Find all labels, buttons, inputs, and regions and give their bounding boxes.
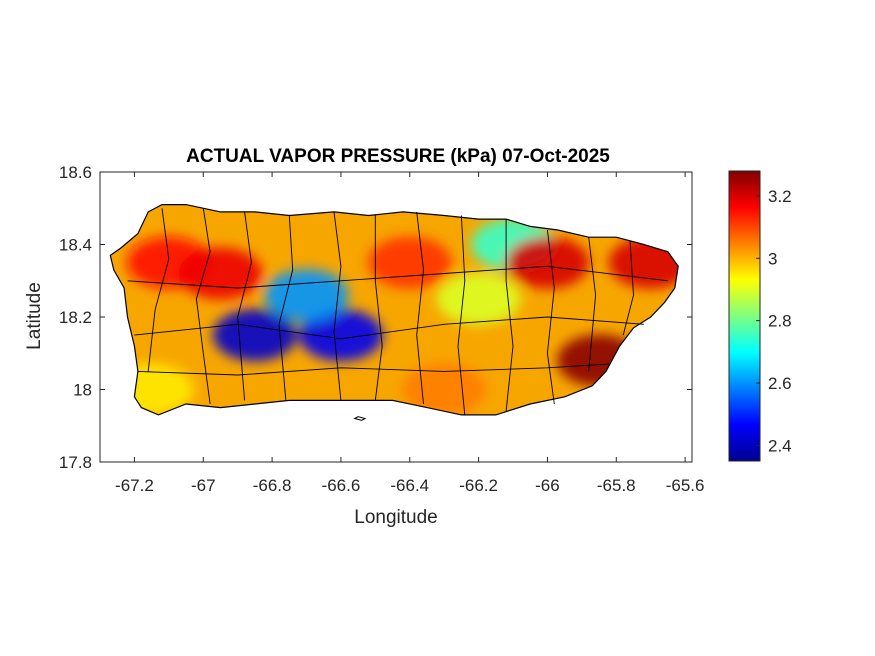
field-region-4 [264, 269, 349, 322]
field-region-1 [178, 247, 263, 300]
y-axis-title: Latitude [24, 282, 45, 350]
x-tick-label: -67 [191, 476, 216, 495]
municipality-boundary-0 [147, 208, 170, 372]
x-tick-label: -66 [535, 476, 560, 495]
field-region-7 [505, 236, 590, 289]
municipality-boundary-1 [195, 208, 211, 405]
y-tick-label: 18 [73, 381, 92, 400]
colorbar [728, 170, 761, 462]
municipality-boundary-9 [546, 229, 555, 405]
municipality-boundary-5 [374, 215, 383, 401]
x-tick-label: -66.2 [459, 476, 498, 495]
municipality-boundary-14 [137, 363, 610, 376]
colorbar-tick-label: 3.2 [768, 187, 792, 206]
municipality-boundary-7 [457, 215, 466, 415]
municipality-boundary-3 [278, 215, 294, 401]
municipality-boundary-10 [588, 237, 597, 372]
field-region-5 [367, 236, 452, 289]
municipality-boundary-6 [416, 211, 424, 405]
colorbar-tick-label: 2.8 [768, 312, 792, 331]
x-tick-label: -65.6 [666, 476, 705, 495]
field-region-12 [436, 272, 521, 325]
municipality-boundary-8 [505, 219, 514, 412]
coastline [109, 204, 679, 416]
x-axis-ticks: -67.2 -67 -66.8 -66.6 -66.4 -66.2 -66 -65.8 -65.… [115, 172, 704, 495]
y-tick-label: 17.8 [59, 453, 92, 472]
y-tick-label: 18.4 [59, 236, 92, 255]
municipality-boundary-12 [127, 265, 668, 289]
y-tick-label: 18.2 [59, 308, 92, 327]
colorbar-tick-label: 2.4 [768, 436, 792, 455]
x-tick-label: -66.4 [390, 476, 429, 495]
x-tick-label: -67.2 [115, 476, 154, 495]
colorbar-tick-label: 2.6 [768, 374, 792, 393]
x-tick-label: -66.8 [253, 476, 292, 495]
x-tick-label: -66.6 [322, 476, 361, 495]
municipality-boundary-2 [237, 211, 252, 401]
municipality-boundary-4 [333, 211, 342, 401]
municipality-boundary-13 [134, 316, 644, 340]
small-island [353, 416, 367, 421]
field-region-3 [298, 309, 383, 362]
x-axis-title: Longitude [354, 507, 437, 528]
y-axis-ticks: 17.8 18 18.2 18.4 18.6 [59, 163, 692, 472]
municipality-boundaries [127, 208, 668, 415]
x-tick-label: -65.8 [597, 476, 636, 495]
plot-title: ACTUAL VAPOR PRESSURE (kPa) 07-Oct-2025 [186, 146, 610, 167]
y-tick-label: 18.6 [59, 163, 92, 182]
colorbar-tick-label: 3 [768, 249, 777, 268]
colorbar-ticks: 2.4 2.6 2.8 3 3.2 [756, 187, 792, 455]
municipality-boundary-11 [622, 240, 634, 336]
field-region-2 [212, 309, 297, 362]
